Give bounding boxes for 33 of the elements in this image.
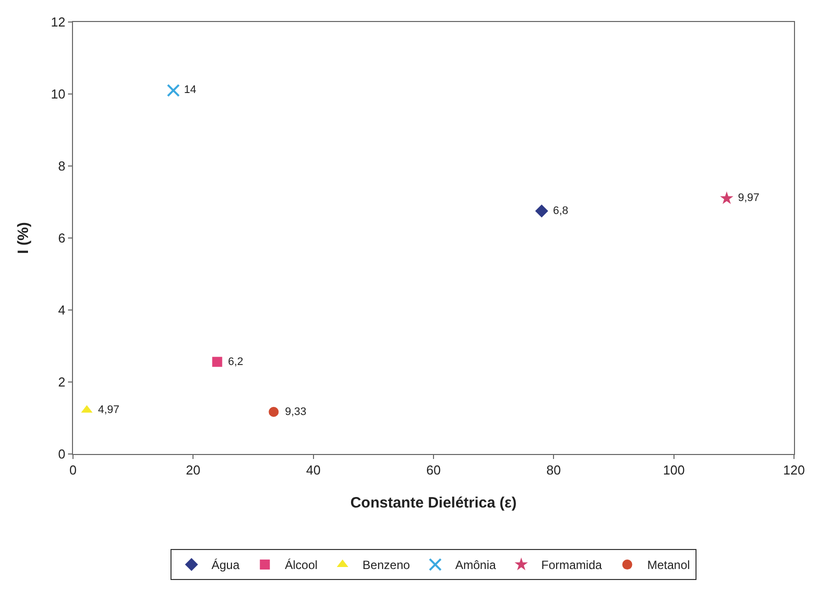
y-tick-label: 10 [50, 86, 66, 102]
legend-label: Formamida [541, 558, 602, 572]
point [720, 191, 734, 204]
point [212, 356, 222, 367]
y-tick-label: 8 [58, 158, 66, 174]
annotation: 9,33 [285, 406, 306, 418]
annotation: 9,97 [738, 192, 760, 204]
x-tick-label: 40 [306, 462, 321, 478]
annotation: 6,2 [228, 356, 244, 368]
annotation: 6,8 [553, 205, 568, 217]
legend-label: Benzeno [362, 558, 410, 572]
x-tick-label: 100 [662, 462, 685, 478]
legend-label: Água [212, 558, 240, 572]
x-tick-label: 20 [186, 462, 200, 478]
x-tick-label: 60 [426, 462, 441, 478]
x-tick-label: 0 [69, 462, 77, 478]
y-tick-label: 0 [58, 446, 66, 462]
point [535, 204, 548, 218]
y-tick-label: 6 [58, 230, 66, 246]
x-tick-label: 80 [546, 462, 561, 478]
legend-label: Amônia [455, 558, 496, 572]
x-tick-label: 120 [783, 462, 805, 478]
legend-label: Metanol [647, 558, 690, 572]
y-axis-title: I (%) [15, 222, 32, 254]
y-tick-label: 2 [58, 374, 66, 390]
point [268, 406, 279, 417]
y-tick-label: 4 [58, 302, 66, 318]
legend-label: Álcool [284, 558, 318, 572]
annotation: 14 [184, 84, 196, 96]
point [166, 84, 180, 97]
y-tick-label: 12 [50, 14, 66, 30]
annotation: 4,97 [98, 404, 120, 416]
x-axis-title: Constante Dielétrica (ε) [350, 494, 517, 512]
